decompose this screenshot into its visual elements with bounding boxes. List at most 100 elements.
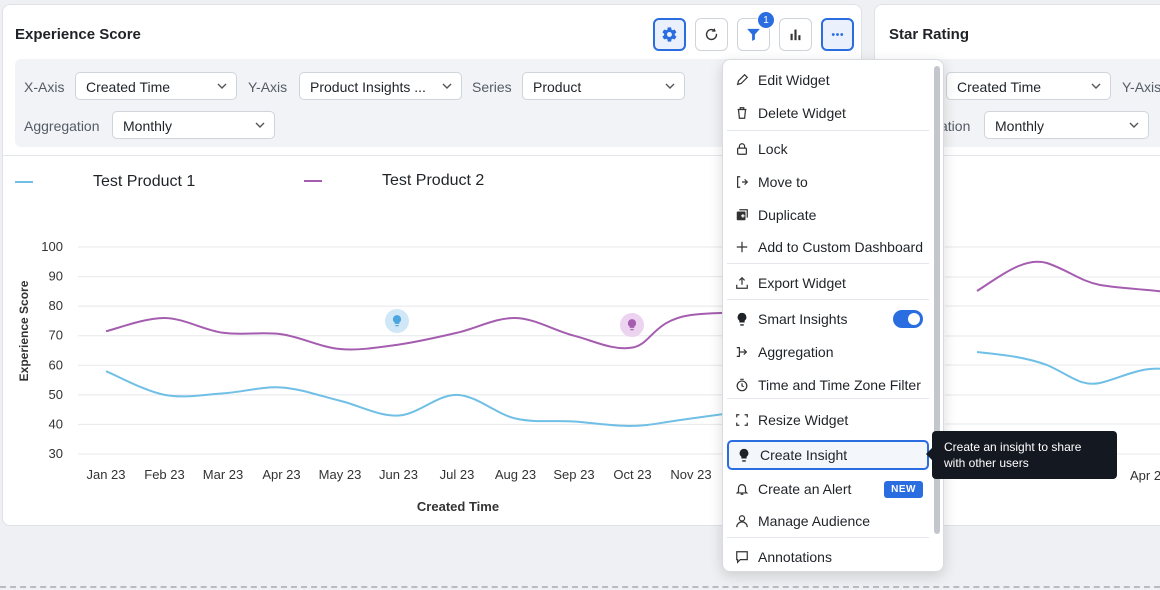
menu-item-resize-widget[interactable]: Resize Widget — [727, 405, 929, 435]
smart-insights-toggle[interactable] — [893, 310, 923, 328]
x-tick-label: Nov 23 — [670, 467, 711, 482]
export-icon — [736, 276, 748, 289]
filter-count-badge: 1 — [757, 11, 775, 29]
more-options-button[interactable] — [821, 18, 854, 51]
refresh-icon — [705, 28, 718, 41]
pencil-icon — [736, 73, 749, 86]
series-label: Series — [472, 79, 512, 95]
y-axis-label: Y-Axis — [1122, 79, 1160, 95]
new-badge: NEW — [884, 480, 923, 498]
menu-item-add-to-custom-dashboard[interactable]: Add to Custom Dashboard — [727, 232, 929, 262]
menu-item-duplicate[interactable]: Duplicate — [727, 200, 929, 230]
menu-item-label: Manage Audience — [758, 513, 871, 529]
legend-swatch — [15, 181, 33, 183]
menu-item-label: Smart Insights — [758, 311, 848, 327]
menu-item-move-to[interactable]: Move to — [727, 167, 929, 197]
x-axis-select[interactable]: Created Time — [75, 72, 237, 100]
x-axis-value: Created Time — [957, 79, 1042, 95]
trash-icon — [737, 107, 747, 119]
menu-item-label: Resize Widget — [758, 412, 849, 428]
series-value: Product — [533, 79, 582, 95]
menu-item-delete-widget[interactable]: Delete Widget — [727, 98, 929, 128]
menu-scrollbar[interactable] — [934, 66, 940, 534]
create-insight-tooltip: Create an insight to share with other us… — [926, 431, 1117, 479]
menu-divider — [727, 263, 929, 264]
y-tick-label: 40 — [49, 416, 63, 431]
y-tick-label: 70 — [49, 328, 63, 343]
x-axis-value: Created Time — [86, 79, 171, 95]
aggregation-icon — [736, 347, 748, 357]
settings-button[interactable] — [653, 18, 686, 51]
series-line-1 — [105, 370, 861, 427]
x-tick-label: Apr 23 — [262, 467, 300, 482]
aggregation-value: Monthly — [995, 118, 1045, 134]
more-icon — [831, 33, 844, 36]
menu-item-edit-widget[interactable]: Edit Widget — [727, 65, 929, 95]
refresh-button[interactable] — [695, 18, 728, 51]
widget-title: Star Rating — [889, 26, 970, 43]
chevron-down-icon — [442, 83, 452, 89]
x-axis-select[interactable]: Created Time — [946, 72, 1111, 100]
menu-item-create-insight[interactable]: Create Insight — [727, 440, 929, 470]
gear-icon — [662, 27, 677, 42]
duplicate-icon — [736, 209, 748, 221]
series-line-1 — [976, 351, 1160, 385]
x-tick-label: Mar 23 — [203, 467, 243, 482]
legend-item-series-2[interactable]: Test Product 2 — [304, 172, 484, 190]
x-tick-label: May 23 — [319, 467, 362, 482]
menu-item-export-widget[interactable]: Export Widget — [727, 268, 929, 298]
user-icon — [736, 515, 748, 528]
y-axis-label: Y-Axis — [248, 79, 288, 95]
chevron-down-icon — [1091, 83, 1101, 89]
menu-item-label: Annotations — [758, 549, 832, 565]
y-tick-label: 50 — [49, 387, 63, 402]
aggregation-select[interactable]: Monthly — [112, 111, 275, 139]
series-select[interactable]: Product — [522, 72, 685, 100]
bulb-icon — [737, 312, 747, 326]
lock-icon — [737, 143, 747, 155]
menu-item-lock[interactable]: Lock — [727, 134, 929, 164]
legend-swatch — [304, 180, 322, 182]
widget-toolbar: 1 — [653, 11, 854, 51]
chart-type-button[interactable] — [779, 18, 812, 51]
menu-item-aggregation[interactable]: Aggregation — [727, 337, 929, 367]
bulb-icon — [627, 319, 637, 331]
x-tick-label: Feb 23 — [144, 467, 184, 482]
y-tick-label: 30 — [49, 446, 63, 461]
legend-item-series-1[interactable]: Test Product 1 — [15, 173, 195, 191]
x-tick-label: Aug 23 — [495, 467, 536, 482]
filter-button[interactable]: 1 — [737, 11, 775, 51]
bell-icon — [735, 484, 749, 495]
y-axis-title: Experience Score — [17, 280, 31, 381]
aggregation-select[interactable]: Monthly — [984, 111, 1149, 139]
widget-options-menu: Edit Widget Delete Widget Lock Move to Dupli… — [722, 59, 944, 572]
chevron-down-icon — [1129, 122, 1139, 128]
menu-item-label: Add to Custom Dashboard — [758, 239, 923, 255]
menu-item-label: Duplicate — [758, 207, 817, 223]
insight-marker[interactable] — [620, 313, 644, 337]
resize-icon — [736, 414, 748, 426]
y-axis-select[interactable]: Product Insights ... — [299, 72, 462, 100]
mini-line-chart: Apr 2 — [945, 246, 1160, 483]
menu-divider — [727, 130, 929, 131]
menu-item-create-an-alert[interactable]: Create an Alert NEW — [727, 474, 929, 504]
x-axis-label: X-Axis — [24, 79, 65, 95]
menu-item-annotations[interactable]: Annotations — [727, 542, 929, 572]
menu-item-time-and-time-zone-filter[interactable]: Time and Time Zone Filter — [727, 370, 929, 400]
experience-score-widget: Experience Score 1 X-Axis Created Time Y… — [2, 4, 862, 526]
y-tick-label: 100 — [41, 239, 63, 254]
bar-chart-icon — [790, 29, 801, 41]
chevron-down-icon — [255, 122, 265, 128]
menu-item-label: Lock — [758, 141, 788, 157]
menu-item-label: Create an Alert — [758, 481, 852, 497]
menu-divider — [727, 299, 929, 300]
widget-config-panel: X-Axis Created Time Y-Axis Product Insig… — [15, 59, 861, 147]
menu-item-label: Export Widget — [758, 275, 846, 291]
menu-divider — [727, 398, 929, 399]
menu-item-label: Time and Time Zone Filter — [758, 377, 921, 393]
menu-divider — [727, 537, 929, 538]
menu-item-smart-insights[interactable]: Smart Insights — [727, 304, 929, 334]
menu-item-manage-audience[interactable]: Manage Audience — [727, 506, 929, 536]
x-tick-label: Jul 23 — [440, 467, 475, 482]
insight-marker[interactable] — [385, 309, 409, 333]
